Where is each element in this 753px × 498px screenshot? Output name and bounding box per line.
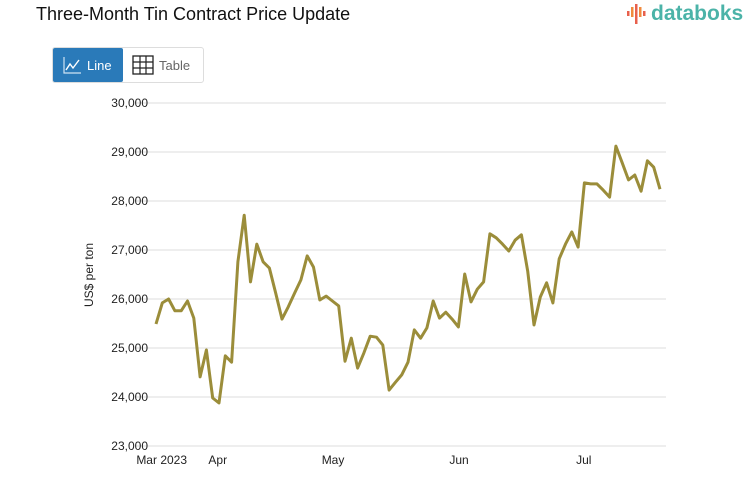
line-view-button[interactable]: Line [53, 48, 123, 82]
x-tick-label: Jun [449, 453, 468, 467]
view-toggle: Line Table [52, 47, 204, 83]
y-tick-label: 24,000 [111, 390, 148, 404]
table-grid-icon [132, 55, 154, 75]
chart-title: Three-Month Tin Contract Price Update [36, 4, 351, 24]
y-axis-label: US$ per ton [82, 243, 96, 307]
y-tick-label: 26,000 [111, 292, 148, 306]
y-tick-label: 30,000 [111, 96, 148, 110]
logo-bars-icon [627, 4, 646, 24]
x-tick-label: Jul [576, 453, 591, 467]
y-tick-label: 25,000 [111, 341, 148, 355]
table-label: Table [159, 57, 191, 73]
table-view-button[interactable]: Table [123, 48, 199, 82]
x-tick-label: Apr [208, 453, 227, 467]
x-tick-label: Mar 2023 [136, 453, 187, 467]
logo-text: databoks [651, 2, 744, 25]
y-tick-label: 23,000 [111, 439, 148, 453]
line-label: Line [87, 57, 112, 73]
x-tick-label: May [322, 453, 345, 467]
y-tick-label: 27,000 [111, 243, 148, 257]
y-tick-label: 29,000 [111, 145, 148, 159]
line-chart-icon [63, 57, 81, 74]
y-tick-label: 28,000 [111, 194, 148, 208]
databoks-logo: databoks [626, 2, 743, 26]
series-line [154, 144, 662, 405]
